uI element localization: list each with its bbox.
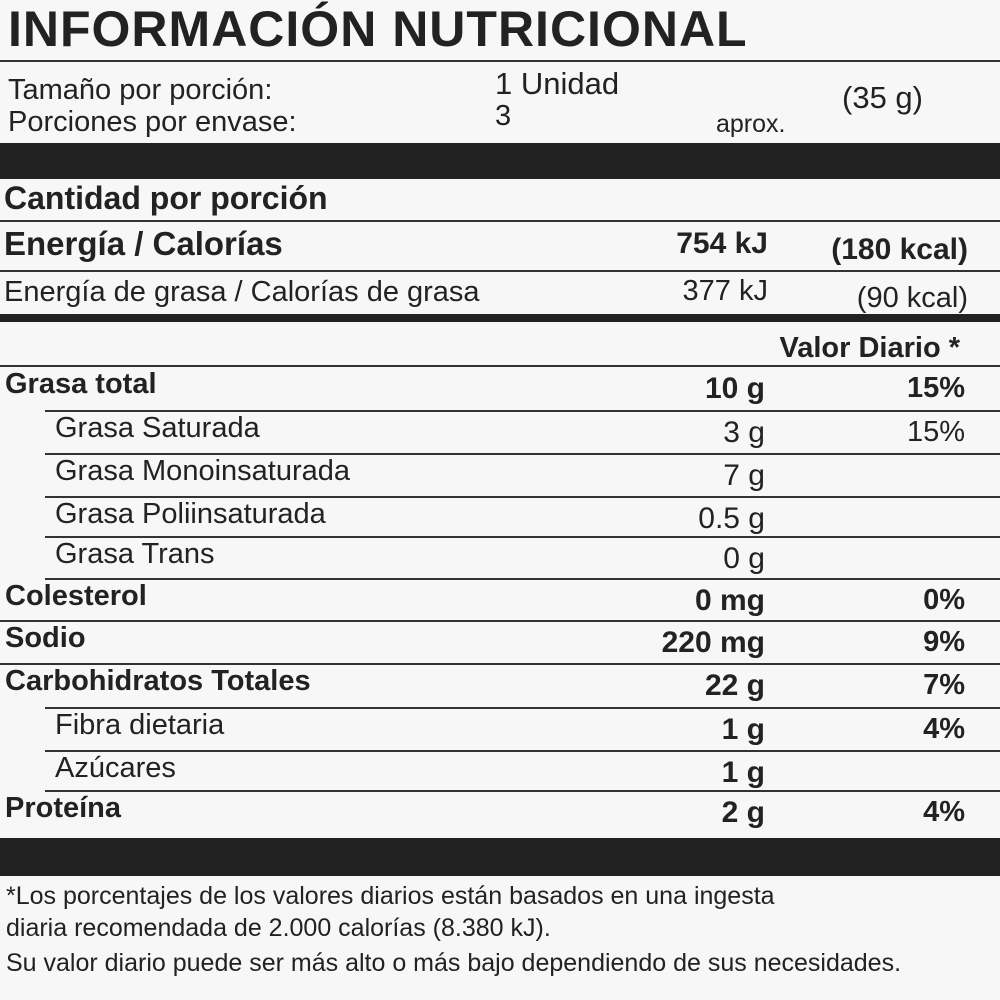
nutrient-dv: 4% (923, 796, 965, 828)
nutrient-amount: 0 mg (694, 584, 765, 617)
nutrient-amount: 10 g (704, 372, 765, 405)
nutrient-name: Grasa Poliinsaturada (55, 498, 326, 530)
thick-bar (0, 838, 1000, 876)
nutrient-amount: 3 g (723, 416, 765, 449)
serving-extra: (35 g) (842, 80, 923, 115)
title: INFORMACIÓN NUTRICIONAL (8, 1, 748, 57)
footnote: Su valor diario puede ser más alto o más… (6, 949, 902, 977)
energy-kcal: (180 kcal) (831, 233, 968, 266)
rule (45, 496, 1000, 498)
nutrient-amount: 1 g (721, 713, 765, 746)
rule (45, 578, 1000, 580)
nutrient-name: Fibra dietaria (55, 709, 225, 741)
nutrient-name: Grasa Monoinsaturada (55, 455, 350, 487)
nutrient-amount: 220 mg (661, 626, 765, 659)
serving-value: 3 (495, 100, 512, 132)
nutrient-name: Grasa Saturada (55, 412, 260, 444)
nutrient-amount: 0 g (723, 542, 765, 575)
nutrient-name: Proteína (5, 792, 122, 824)
rule (45, 707, 1000, 709)
rule (0, 620, 1000, 622)
nutrient-amount: 2 g (721, 796, 765, 829)
footnote: diaria recomendada de 2.000 calorías (8.… (6, 914, 551, 942)
nutrient-dv: 7% (923, 669, 965, 701)
nutrient-name: Grasa Trans (55, 538, 215, 570)
nutrient-name: Azúcares (55, 752, 176, 784)
energy-label: Energía / Calorías (4, 225, 283, 262)
energy-kj: 754 kJ (676, 227, 768, 260)
serving-label: Tamaño por porción: (8, 74, 273, 106)
nutrient-dv: 9% (923, 626, 965, 658)
nutrient-amount: 7 g (723, 459, 765, 492)
nutrient-amount: 1 g (721, 756, 765, 789)
nutrient-dv: 15% (906, 416, 965, 448)
energy-kj: 377 kJ (682, 275, 768, 307)
serving-label: Porciones por envase: (8, 106, 297, 138)
nutrient-dv: 0% (923, 584, 965, 616)
rule (0, 365, 1000, 367)
rule (45, 453, 1000, 455)
nutrient-amount: 22 g (704, 669, 765, 702)
rule (0, 60, 1000, 62)
energy-kcal: (90 kcal) (856, 282, 968, 314)
serving-value: 1 Unidad (495, 66, 620, 101)
nutrient-dv: 4% (923, 713, 965, 745)
nutrient-name: Grasa total (5, 368, 157, 400)
serving-extra: aprox. (716, 110, 786, 138)
rule (0, 220, 1000, 222)
footnote: *Los porcentajes de los valores diarios … (6, 882, 775, 910)
energy-label: Energía de grasa / Calorías de grasa (4, 276, 480, 308)
rule (45, 536, 1000, 538)
thick-bar (0, 143, 1000, 179)
dv-header: Valor Diario * (779, 332, 960, 364)
nutrient-name: Sodio (5, 622, 86, 654)
nutrient-name: Carbohidratos Totales (5, 665, 311, 697)
nutrient-dv: 15% (906, 372, 965, 404)
rule (0, 270, 1000, 272)
rule (45, 790, 1000, 792)
rule (45, 750, 1000, 752)
nutrient-name: Colesterol (5, 580, 147, 612)
nutrient-amount: 0.5 g (698, 502, 765, 535)
rule (0, 663, 1000, 665)
rule (45, 410, 1000, 412)
thick-rule (0, 314, 1000, 322)
amount-header: Cantidad por porción (4, 180, 328, 216)
